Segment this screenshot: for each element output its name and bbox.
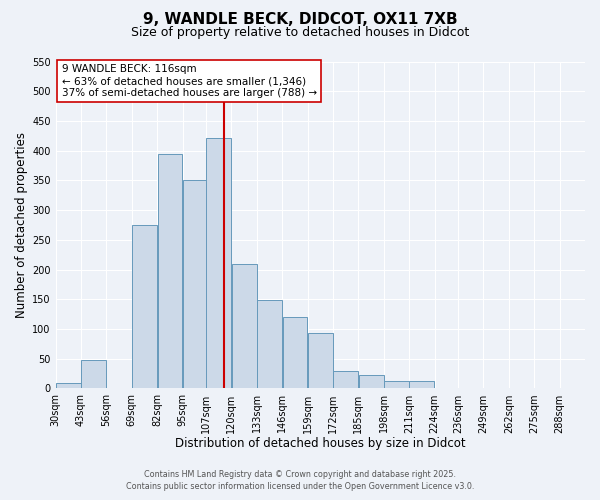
Bar (359, 376, 383, 388)
Bar (334, 370, 358, 388)
Bar (308, 333, 333, 388)
Text: Size of property relative to detached houses in Didcot: Size of property relative to detached ho… (131, 26, 469, 39)
Text: 9, WANDLE BECK, DIDCOT, OX11 7XB: 9, WANDLE BECK, DIDCOT, OX11 7XB (143, 12, 457, 28)
Bar (56, 382, 81, 388)
Bar (82, 360, 106, 388)
Text: Contains HM Land Registry data © Crown copyright and database right 2025.
Contai: Contains HM Land Registry data © Crown c… (126, 470, 474, 491)
Text: 9 WANDLE BECK: 116sqm
← 63% of detached houses are smaller (1,346)
37% of semi-d: 9 WANDLE BECK: 116sqm ← 63% of detached … (62, 64, 317, 98)
Bar (183, 180, 208, 388)
Bar (158, 154, 182, 388)
Bar (409, 382, 434, 388)
Bar (384, 382, 409, 388)
Bar (232, 264, 257, 388)
X-axis label: Distribution of detached houses by size in Didcot: Distribution of detached houses by size … (175, 437, 466, 450)
Bar (206, 138, 231, 388)
Bar (283, 317, 307, 388)
Bar (257, 300, 282, 388)
Y-axis label: Number of detached properties: Number of detached properties (15, 132, 28, 318)
Bar (132, 225, 157, 388)
